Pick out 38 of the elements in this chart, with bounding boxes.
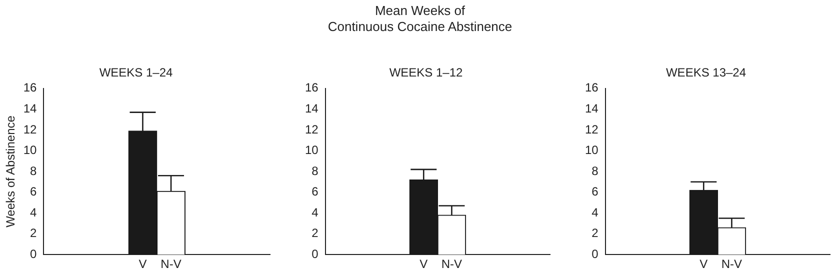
x-tick-label: N-V <box>721 257 742 272</box>
y-tick-label: 12 <box>23 122 38 136</box>
y-tick-label: 4 <box>30 205 38 220</box>
y-tick-label: 12 <box>304 122 319 136</box>
x-tick-label: V <box>420 257 428 272</box>
x-tick-label: N-V <box>160 257 182 272</box>
y-tick-label: 8 <box>312 164 319 178</box>
y-tick-label: 14 <box>584 101 599 116</box>
x-tick-label: N-V <box>441 257 462 272</box>
y-tick-label: 6 <box>312 184 319 199</box>
chart-title: WEEKS 13–24 <box>666 66 746 80</box>
y-tick-label: 6 <box>592 184 599 199</box>
y-tick-label: 10 <box>23 143 38 158</box>
y-tick-label: 2 <box>30 226 38 240</box>
y-tick-label: 16 <box>584 80 599 95</box>
y-tick-label: 2 <box>592 226 599 240</box>
y-tick-label: 4 <box>312 205 319 220</box>
y-tick-label: 16 <box>23 80 38 95</box>
y-tick-label: 0 <box>592 246 599 261</box>
y-tick-label: 10 <box>584 143 599 158</box>
y-tick-label: 12 <box>584 122 599 136</box>
y-tick-label: 4 <box>592 205 599 220</box>
y-tick-label: 14 <box>304 101 319 116</box>
y-tick-label: 2 <box>312 226 319 240</box>
y-tick-label: 0 <box>312 246 319 261</box>
y-tick-label: 8 <box>592 164 599 178</box>
y-tick-label: 10 <box>304 143 319 158</box>
x-tick-label: V <box>700 257 708 272</box>
chart-subtitle: WEEKS 1–12 <box>389 66 464 80</box>
chart-title: WEEKS 1–24 <box>99 66 174 80</box>
y-tick-label: 0 <box>30 246 38 261</box>
chart-title: Mean Weeks of Continuous Cocaine Abstinence <box>326 3 514 35</box>
x-tick-label: V <box>138 257 147 272</box>
y-tick-label: 16 <box>304 80 319 95</box>
y-tick-label: 8 <box>30 164 38 178</box>
y-tick-label: 6 <box>30 184 38 199</box>
y-axis-title: Weeks of Abstinence <box>4 115 18 228</box>
y-tick-label: 14 <box>23 101 38 116</box>
